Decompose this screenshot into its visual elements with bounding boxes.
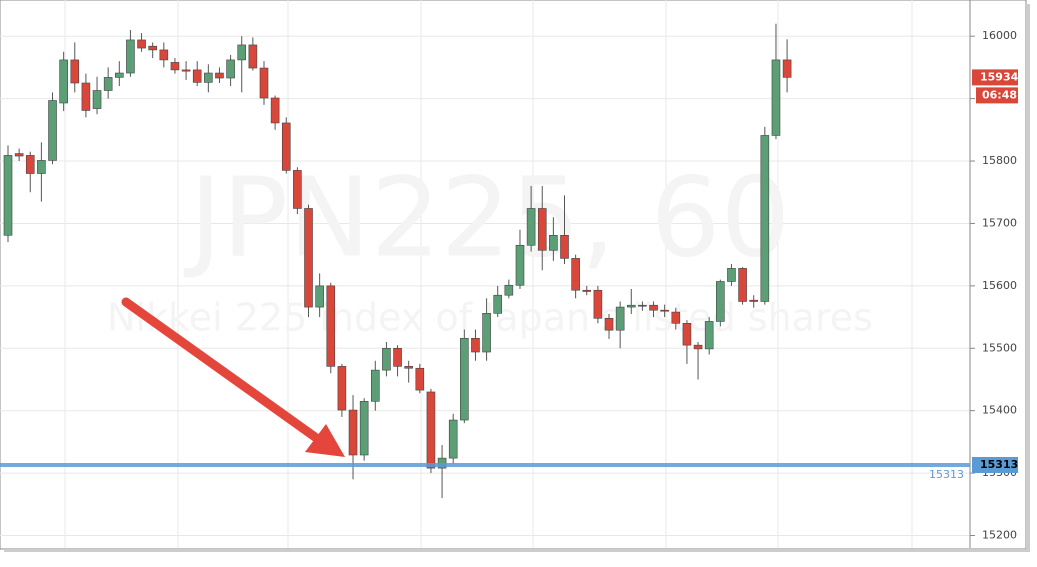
candle-body [404, 366, 413, 369]
candle-body [359, 401, 369, 456]
candle-body [148, 45, 157, 51]
candle-body [25, 155, 35, 174]
frame-shadow [4, 549, 1030, 552]
candle-body [14, 153, 24, 157]
frame [0, 0, 1027, 550]
candle-body [660, 309, 669, 312]
candle-body [782, 59, 792, 78]
candle-body [159, 49, 169, 61]
candle-body [604, 318, 614, 331]
candle-body [716, 281, 725, 322]
y-tick-label: 15400 [982, 404, 1017, 417]
candles [3, 23, 792, 499]
candle-body [615, 306, 625, 331]
grid [0, 35, 970, 537]
y-tick-label: 16000 [982, 29, 1017, 42]
candle-body [337, 366, 347, 411]
candle-body [693, 344, 703, 350]
candle-body [270, 97, 280, 124]
candle-body [537, 208, 547, 251]
candle-body [170, 62, 180, 71]
candle-body [248, 44, 258, 69]
candle-body [3, 155, 13, 236]
candle-body [315, 285, 324, 308]
candle-body [771, 59, 781, 136]
candle-body [504, 284, 514, 296]
candle-body [215, 72, 224, 79]
candle-body [460, 337, 469, 421]
candle-body [549, 235, 558, 251]
candle-body [70, 59, 80, 84]
candle-body [281, 122, 291, 171]
candle-body [571, 258, 580, 291]
candle-body [126, 39, 135, 74]
candle-body [582, 289, 592, 292]
candle-body [760, 135, 770, 302]
candle-body [237, 44, 247, 61]
candle-body [181, 69, 191, 72]
candle-body [48, 100, 57, 161]
candle-body [448, 419, 458, 459]
candle-body [593, 289, 603, 319]
annotation-arrow [121, 297, 345, 457]
candle-body [493, 294, 503, 314]
frame-shadow [1026, 4, 1030, 552]
candle-body [682, 323, 692, 346]
watermark-title: JPN225, 60 [184, 153, 791, 281]
candle-body [115, 72, 124, 78]
candle-body [304, 208, 313, 308]
candle-body [638, 304, 647, 307]
candle-body [471, 337, 480, 353]
candle-body [59, 59, 68, 104]
candle-body [293, 170, 302, 209]
level-axis-label: 15313 [980, 458, 1018, 471]
last-price-box [972, 69, 1018, 86]
candle-body [192, 69, 202, 83]
level-axis-box [972, 456, 1018, 473]
candle-body [382, 347, 391, 371]
candle-body [649, 304, 658, 311]
y-tick-label: 15800 [982, 154, 1017, 167]
y-tick-label: 15600 [982, 279, 1017, 292]
y-tick-label: 15700 [982, 216, 1017, 229]
countdown-label: 06:48 [982, 88, 1017, 101]
candle-body [704, 321, 714, 350]
y-tick-label: 15500 [982, 341, 1017, 354]
candle-body [749, 299, 759, 302]
candle-body [515, 244, 525, 286]
candle-body [526, 208, 536, 246]
level-label: 15313 [929, 468, 964, 481]
candle-body [482, 313, 491, 353]
candle-body [560, 235, 569, 259]
candle-body [226, 59, 235, 79]
candle-body [204, 72, 213, 83]
candle-body [393, 347, 402, 367]
candle-body [326, 285, 336, 367]
candle-body [415, 367, 425, 391]
candle-body [259, 67, 269, 99]
candle-body [626, 304, 636, 308]
overlay: 15313 15313 15934 06:48 [0, 69, 1019, 481]
candle-body [137, 39, 146, 49]
candle-body [37, 160, 46, 174]
countdown-box [976, 87, 1018, 104]
candle-body [103, 77, 113, 91]
candle-body [370, 369, 380, 402]
candle-body [671, 311, 681, 324]
candle-body [727, 268, 736, 282]
candle-body [92, 90, 102, 109]
candle-body [81, 82, 91, 111]
last-price-label: 15934 [980, 70, 1019, 83]
y-tick-label: 15200 [982, 529, 1017, 542]
candle-body [348, 409, 358, 456]
candle-body [426, 391, 436, 469]
candle-body [738, 268, 747, 302]
